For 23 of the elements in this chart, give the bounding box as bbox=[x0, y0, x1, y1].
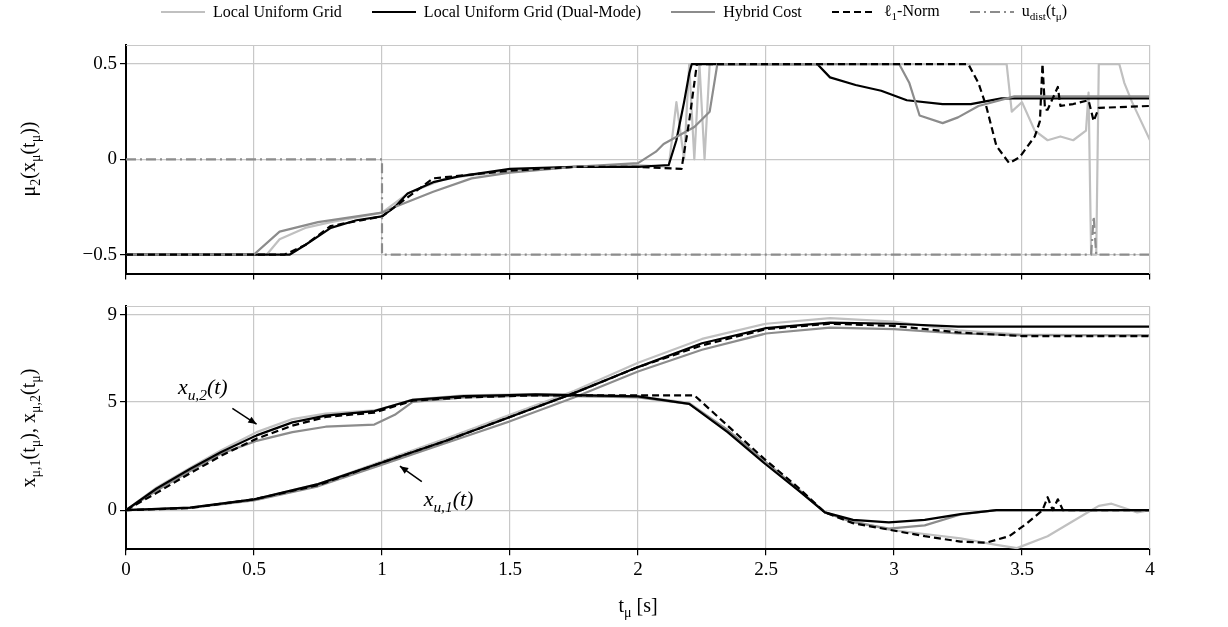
x-tick-label: 1 bbox=[377, 557, 387, 579]
legend-label: Hybrid Cost bbox=[723, 3, 802, 22]
y-tick-label: 9 bbox=[107, 303, 117, 325]
legend-label: ℓ$_{1}$-Norm bbox=[883, 2, 940, 23]
y-tick-label: 0 bbox=[107, 498, 117, 520]
x-tick-label: 2.5 bbox=[754, 557, 778, 579]
y-tick-label: 5 bbox=[107, 389, 117, 411]
x-tick-label: 4 bbox=[1145, 557, 1156, 579]
y-tick-label: 0.5 bbox=[93, 52, 117, 74]
x-tick-label: 0 bbox=[121, 557, 131, 579]
x-tick-label: 3 bbox=[889, 557, 899, 579]
legend-label: Local Uniform Grid bbox=[213, 3, 342, 22]
annotation: x$_{u,1}$(t) bbox=[423, 485, 474, 516]
x-tick-label: 2 bbox=[633, 557, 643, 579]
y-tick-label: −0.5 bbox=[82, 242, 117, 264]
x-tick-label: 0.5 bbox=[242, 557, 266, 579]
annotation: x$_{u,2}$(t) bbox=[177, 374, 228, 404]
y-tick-label: 0 bbox=[107, 147, 117, 169]
x-tick-label: 1.5 bbox=[498, 557, 522, 579]
x-tick-label: 3.5 bbox=[1010, 557, 1034, 579]
x-axis-title: t$_{μ}$ [s] bbox=[618, 594, 658, 621]
legend-label: u$_{dist}$(t$_{μ}$) bbox=[1021, 2, 1067, 23]
legend-label: Local Uniform Grid (Dual-Mode) bbox=[423, 3, 642, 22]
